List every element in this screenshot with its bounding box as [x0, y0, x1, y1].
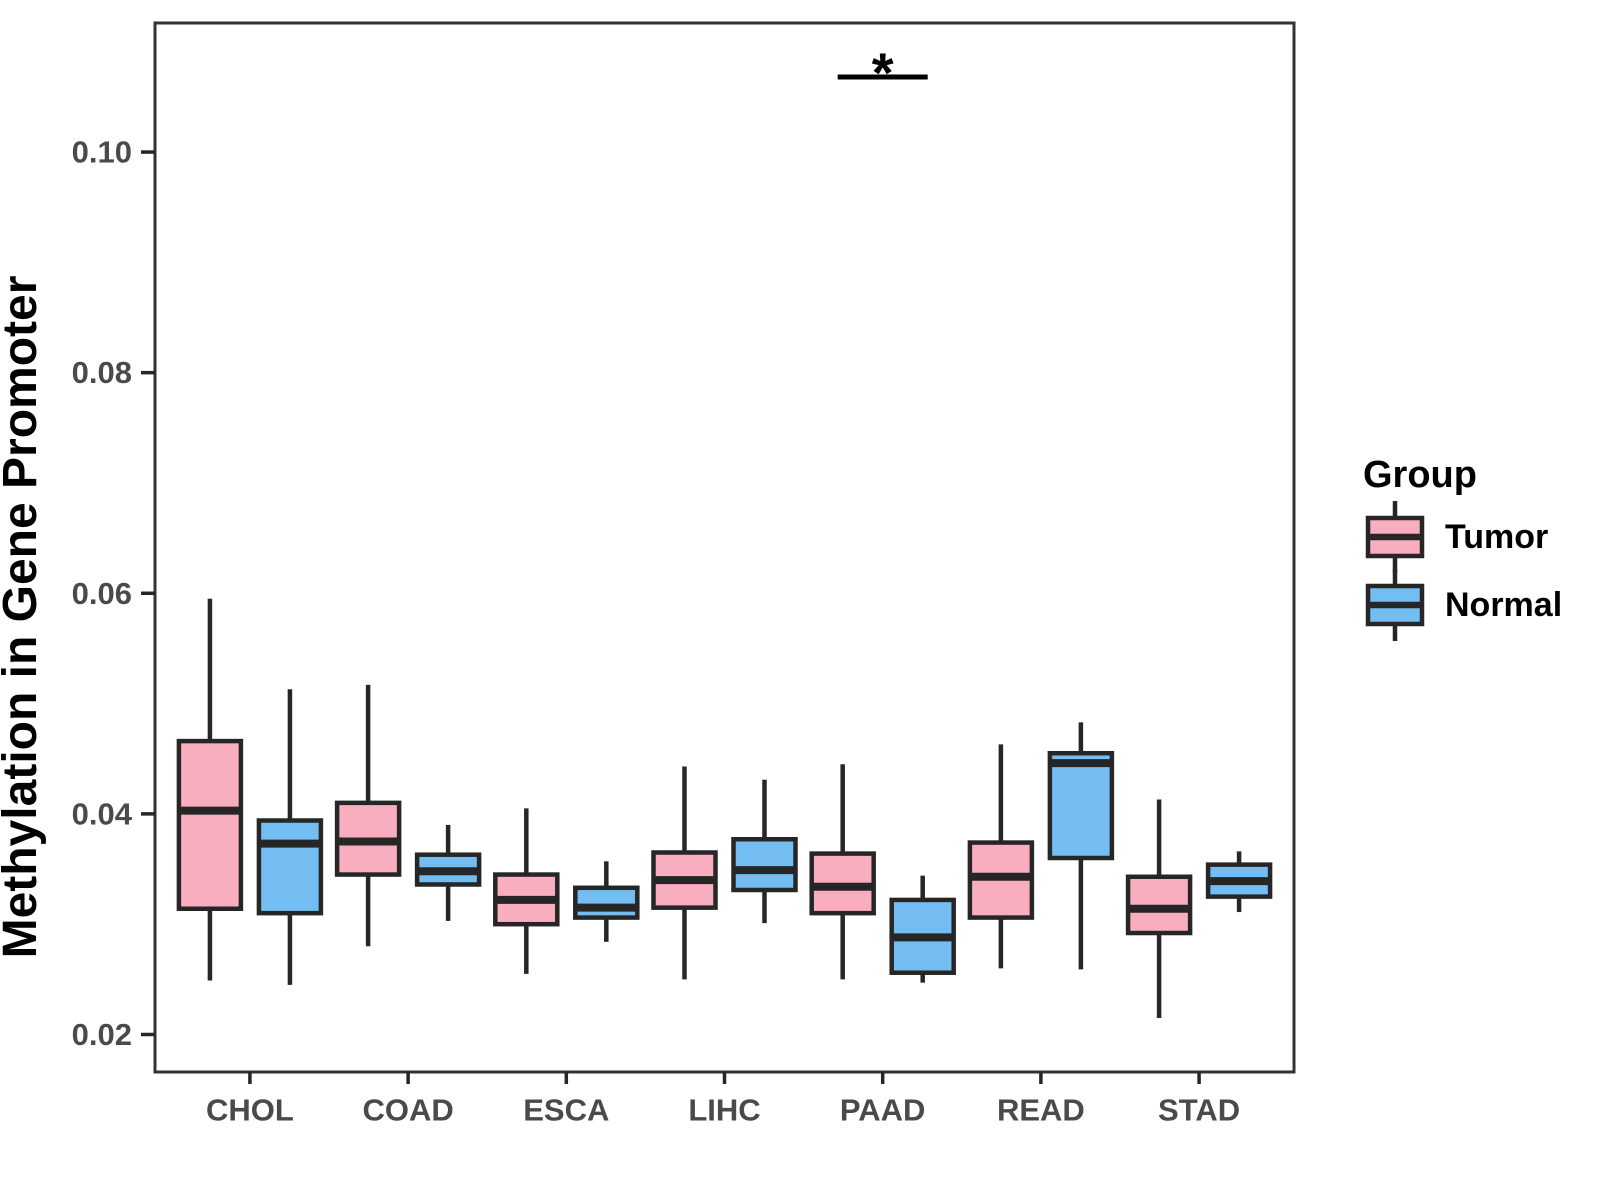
legend-item-tumor: Tumor — [1365, 501, 1548, 573]
box-normal-LIHC — [731, 837, 798, 893]
x-tick-label-READ: READ — [997, 1093, 1085, 1128]
box-tumor-CHOL — [176, 738, 244, 911]
plot-area — [176, 598, 1273, 1018]
box-normal-ESCA — [573, 885, 640, 920]
x-tick-label-PAAD: PAAD — [840, 1093, 926, 1128]
x-tick-label-ESCA: ESCA — [523, 1093, 609, 1128]
y-axis: 0.02 0.04 0.06 0.08 0.10 — [72, 135, 155, 1052]
plot-panel-border — [153, 21, 1296, 1074]
legend-title: Group — [1363, 454, 1477, 496]
significance-star: * — [872, 41, 894, 104]
box-normal-READ — [1047, 750, 1115, 861]
x-tick-label-STAD: STAD — [1158, 1093, 1240, 1128]
x-tick-label-COAD: COAD — [362, 1093, 453, 1128]
y-tick-label: 0.08 — [72, 355, 132, 390]
y-tick-label: 0.04 — [72, 796, 133, 831]
box-normal-CHOL — [256, 818, 324, 916]
y-axis-title: Methylation in Gene Promoter — [0, 276, 47, 959]
x-tick-label-CHOL: CHOL — [206, 1093, 294, 1128]
legend-items: Tumor Normal — [1365, 501, 1562, 641]
significance-annotation: * — [837, 41, 928, 104]
legend: Group Tumor Normal — [1363, 454, 1562, 641]
x-tick-label-LIHC: LIHC — [688, 1093, 760, 1128]
y-tick-label: 0.06 — [72, 576, 132, 611]
y-tick-label: 0.02 — [72, 1017, 132, 1052]
y-tick-label: 0.10 — [72, 135, 132, 170]
legend-item-label: Tumor — [1445, 518, 1548, 556]
legend-item-label: Normal — [1445, 586, 1562, 624]
x-axis: CHOL COAD ESCA LIHC PAAD READ STAD — [206, 1072, 1240, 1128]
legend-item-normal: Normal — [1365, 569, 1562, 641]
